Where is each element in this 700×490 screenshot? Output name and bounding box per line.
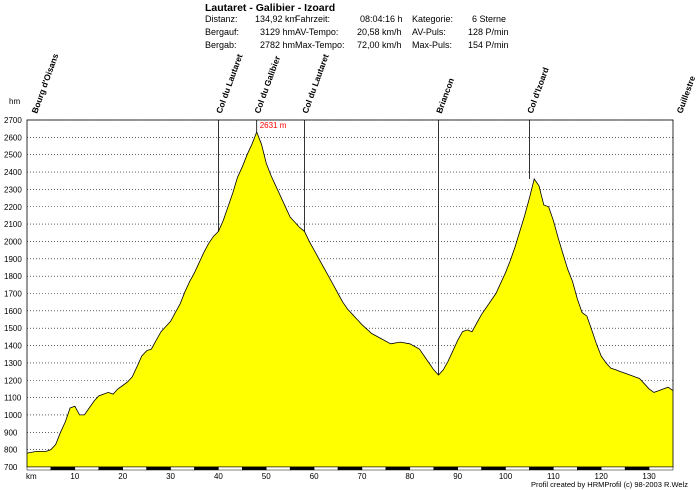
footer-credit: Profil created by HRMProfil (c) 98-2003 … [531,480,688,489]
y-tick-label: 1000 [4,411,22,420]
y-tick-label: 2000 [4,237,22,246]
elevation-area [27,132,673,467]
x-tick-label: 100 [499,472,513,481]
stat-label: Max-Tempo: [295,40,345,50]
y-tick-label: 1300 [4,359,22,368]
x-axis-segment [242,466,267,471]
stat-value: 6 Sterne [472,14,507,24]
x-axis-segment [122,466,147,471]
x-tick-label: 90 [453,472,462,481]
y-tick-label: 2200 [4,203,22,212]
y-tick-label: 1900 [4,255,22,264]
x-axis-segment [409,466,434,471]
x-tick-label: 70 [358,472,367,481]
y-tick-label: 800 [4,446,18,455]
x-tick-label: 80 [405,472,414,481]
x-axis-segment [600,466,626,471]
x-tick-label: 110 [547,472,560,481]
landmark-label: Col d'Izoard [525,66,551,115]
x-axis-segment [26,466,52,471]
stat-value: 154 P/min [468,40,509,50]
x-axis-segment [146,466,171,471]
stat-value: 2782 hm [260,40,296,50]
stat-value: 20,58 km/h [357,27,402,37]
y-tick-label: 2600 [4,133,22,142]
x-axis-segment [433,466,458,471]
x-axis-segment [170,466,195,471]
max-elevation-label: 2631 m [260,121,287,130]
y-tick-label: 2300 [4,185,22,194]
landmark-label: Bourg d'Oisans [29,52,60,115]
x-tick-label: 40 [214,472,223,481]
x-axis-segment [98,466,123,471]
x-axis-segment [577,466,602,471]
x-tick-label: 60 [310,472,319,481]
x-tick-label: 10 [70,472,79,481]
stat-label: Bergab: [205,40,237,50]
landmark-label: Col du Galibier [252,54,282,115]
x-axis-segment [218,466,243,471]
x-axis-segment [505,466,530,471]
y-tick-label: 2500 [4,151,22,160]
y-tick-label: 1100 [4,394,22,403]
x-axis-segment [74,466,100,471]
stat-value: 08:04:16 h [360,14,403,24]
x-tick-label: 120 [595,472,609,481]
stat-value: 134,92 km [255,14,298,24]
stat-value: 128 P/min [468,27,509,37]
landmark-label: Guillestre [674,74,697,115]
y-tick-label: 2100 [4,220,22,229]
x-axis-segment [266,466,291,471]
chart-title: Lautaret - Galibier - Izoard [205,2,336,14]
y-tick-label: 1700 [4,290,22,299]
x-axis-segment [361,466,387,471]
x-tick-label: 50 [262,472,271,481]
x-axis-segment [553,466,578,471]
stat-label: AV-Tempo: [295,27,339,37]
x-axis-segment [289,466,315,471]
x-axis-segment [624,466,650,471]
x-axis-segment [337,466,363,471]
x-axis-segment [385,466,411,471]
stat-label: Bergauf: [205,27,240,37]
stat-label: Fahrzeit: [295,14,331,24]
elevation-line [26,130,674,454]
x-axis-label: km [26,472,37,481]
x-axis-segment [194,466,219,471]
x-axis-segment [457,466,482,471]
x-tick-label: 130 [642,472,656,481]
y-tick-label: 1600 [4,307,22,316]
x-tick-label: 20 [118,472,127,481]
y-tick-label: 1800 [4,272,22,281]
stat-value: 3129 hm [260,27,296,37]
y-tick-label: 2400 [4,168,22,177]
y-axis-label: hm [9,97,20,106]
stat-value: 72,00 km/h [357,40,402,50]
x-axis-segment [313,466,339,471]
x-axis-segment [481,466,506,471]
x-tick-label: 30 [166,472,175,481]
y-tick-label: 1400 [4,342,22,351]
stat-label: AV-Puls: [412,27,446,37]
y-tick-label: 1500 [4,324,22,333]
landmark-label: Col du Lautaret [300,53,331,115]
stat-label: Distanz: [205,14,238,24]
stat-label: Max-Puls: [412,40,453,50]
y-tick-label: 1200 [4,376,22,385]
y-tick-label: 700 [4,463,18,472]
landmark-label: Briancon [434,77,456,115]
x-axis-segment [50,466,76,471]
y-tick-label: 2700 [4,116,22,125]
stat-label: Kategorie: [412,14,454,24]
x-axis-segment [529,466,554,471]
x-axis-segment [648,466,674,471]
y-tick-label: 900 [4,428,18,437]
landmark-label: Col du Lautaret [214,53,245,115]
